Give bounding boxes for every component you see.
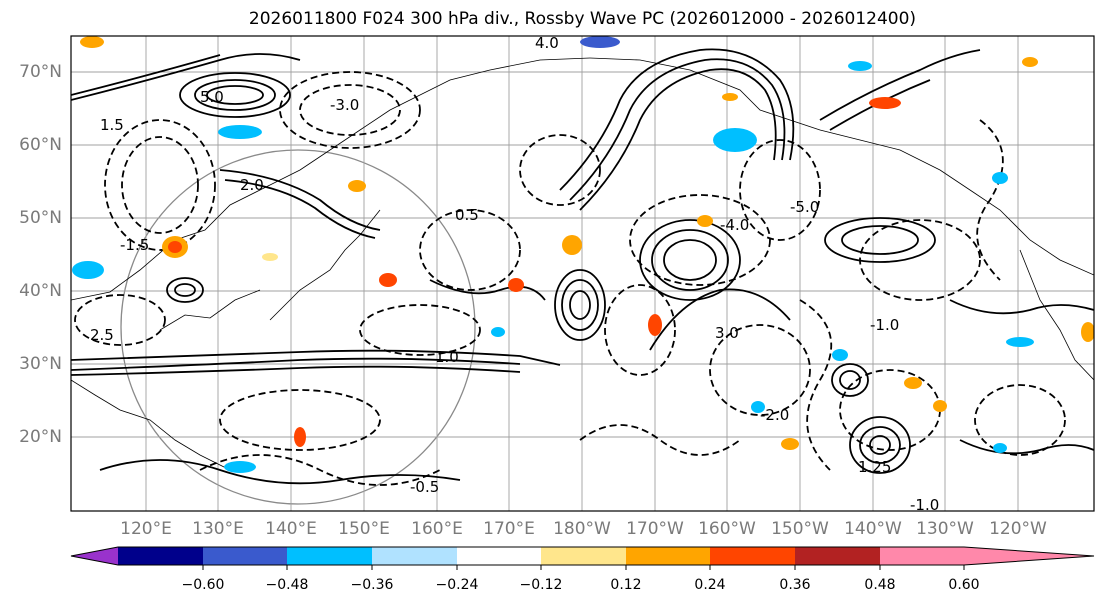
colorbar-tick-label: 0.12: [610, 577, 642, 593]
contour-label: 0.5: [455, 206, 479, 224]
contour-label: -1.5: [120, 236, 149, 254]
colorbar-bin: [118, 547, 203, 565]
lon-label-130e: 130°E: [192, 519, 244, 539]
lon-label-150e: 150°E: [338, 519, 390, 539]
coastlines: [71, 57, 1094, 471]
colorbar-tick-label: 0.60: [948, 577, 980, 593]
contour-label: 4.0: [535, 34, 559, 52]
contour-label: -0.5: [410, 478, 439, 496]
lon-label-160w: 160°W: [698, 519, 756, 539]
colorbar-bin: [541, 547, 626, 565]
contour-label: 1.25: [858, 458, 891, 476]
contour-label: 1.5: [100, 116, 124, 134]
contour-label: 3.0: [715, 324, 739, 342]
map-frame: [70, 35, 1095, 512]
contour-label: 5.0: [200, 88, 224, 106]
colorbar-under-triangle: [71, 547, 118, 565]
colorbar-bin: [203, 547, 288, 565]
lon-label-130w: 130°W: [916, 519, 974, 539]
colorbar-bin: [457, 547, 542, 565]
colorbar-tick-label: −0.12: [519, 577, 563, 593]
lon-label-120e: 120°E: [120, 519, 172, 539]
lat-label-30n: 30°N: [19, 354, 62, 374]
lat-label-20n: 20°N: [19, 427, 62, 447]
great-circle-ring: [120, 149, 476, 505]
colorbar-outline: [70, 546, 1095, 566]
colorbar-bin: [795, 547, 880, 565]
contour-label: -4.0: [720, 216, 749, 234]
map-background: [71, 36, 1094, 511]
lat-label-50n: 50°N: [19, 208, 62, 228]
divergence-shading: [72, 36, 1094, 473]
contour-label: 1.0: [435, 348, 459, 366]
contour-label: -5.0: [790, 198, 819, 216]
negative-contours: [74, 71, 1066, 486]
colorbar-tick-label: −0.60: [181, 577, 225, 593]
colorbar-tick-label: −0.36: [350, 577, 394, 593]
colorbar-tick-label: −0.48: [265, 577, 309, 593]
contour-label: -2.0: [760, 406, 789, 424]
colorbar-tick-label: −0.24: [435, 577, 479, 593]
figure-title: 2026011800 F024 300 hPa div., Rossby Wav…: [248, 9, 917, 29]
colorbar-tick-label: 0.48: [864, 577, 896, 593]
lat-label-40n: 40°N: [19, 281, 62, 301]
lon-label-140e: 140°E: [265, 519, 317, 539]
lon-label-120w: 120°W: [989, 519, 1047, 539]
lon-label-180w: 180°W: [553, 519, 611, 539]
lat-label-70n: 70°N: [19, 62, 62, 82]
colorbar-tick-label: 0.36: [779, 577, 811, 593]
colorbar-bin: [710, 547, 795, 565]
lon-label-140w: 140°W: [844, 519, 902, 539]
contour-labels: 0.5 1.0 1.5 2.0 2.5 3.0 4.0 5.0 -0.5 -1.…: [90, 34, 939, 514]
contour-label: -1.0: [870, 316, 899, 334]
lon-label-170w: 170°W: [626, 519, 684, 539]
lat-label-60n: 60°N: [19, 135, 62, 155]
contour-label: 2.5: [90, 326, 114, 344]
colorbar-bin: [880, 547, 964, 565]
colorbar-bin: [287, 547, 372, 565]
colorbar-bin: [626, 547, 711, 565]
colorbar: [70, 546, 1095, 570]
contour-label: 2.0: [240, 176, 264, 194]
colorbar-over-triangle: [964, 547, 1094, 565]
positive-contours: [71, 48, 1094, 485]
colorbar-tick-label: 0.24: [694, 577, 726, 593]
lon-label-160e: 160°E: [411, 519, 463, 539]
contour-label: -3.0: [330, 96, 359, 114]
contour-label: -1.0: [910, 496, 939, 514]
lon-label-150w: 150°W: [771, 519, 829, 539]
colorbar-bin: [372, 547, 457, 565]
lon-label-170e: 170°E: [483, 519, 535, 539]
